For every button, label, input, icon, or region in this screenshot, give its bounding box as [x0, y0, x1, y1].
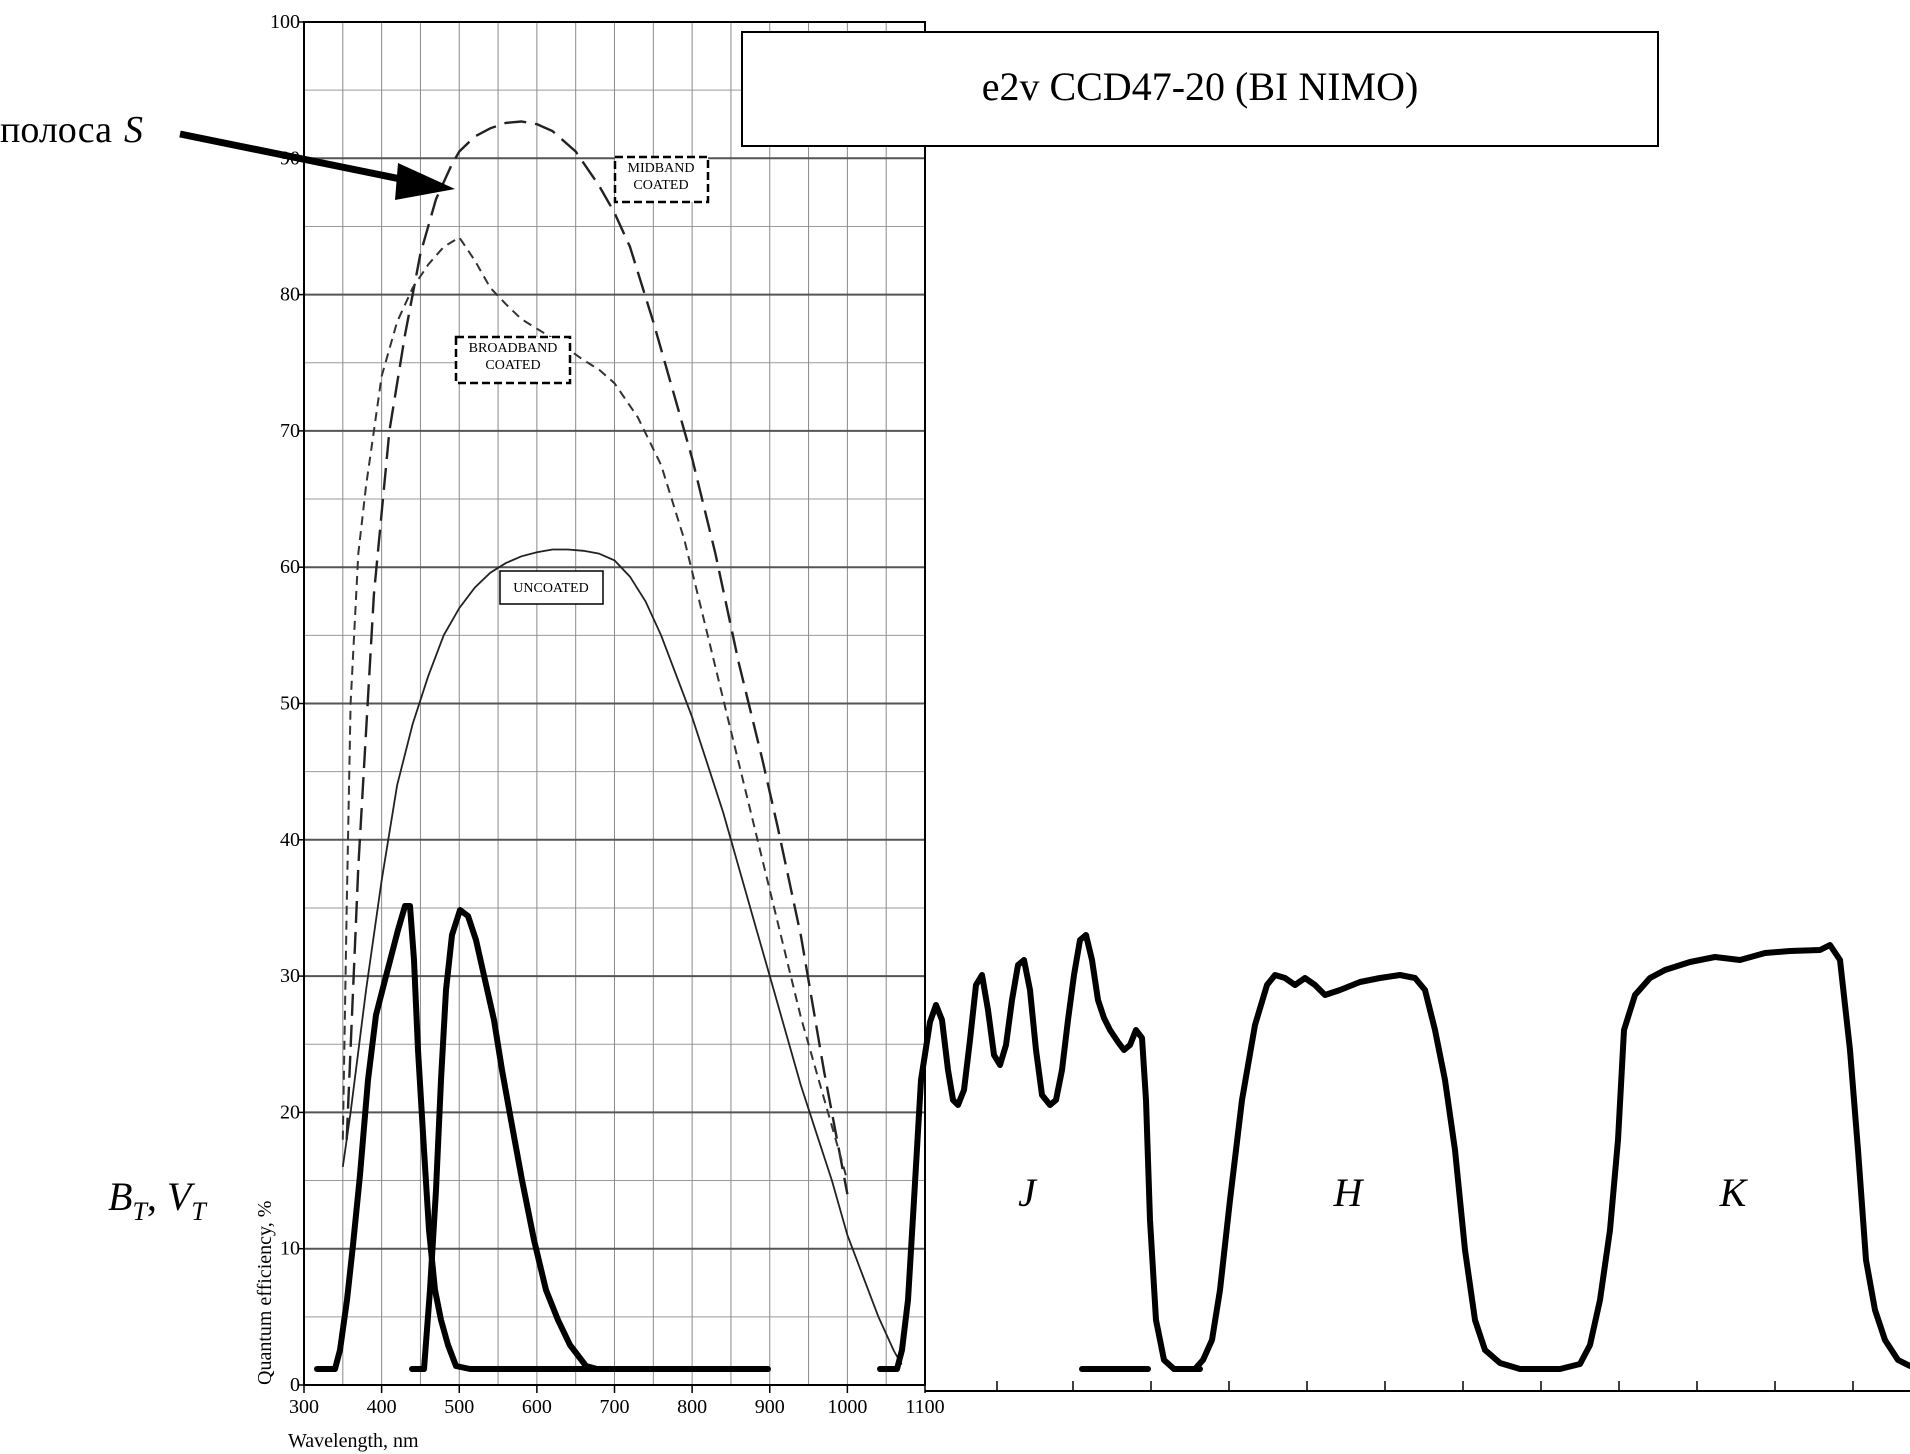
uncoated-label-box	[499, 570, 604, 605]
x-tick-label: 1000	[827, 1396, 867, 1418]
s-band-word: полоса	[0, 109, 112, 151]
x-tick-label: 500	[444, 1396, 474, 1418]
x-tick-label: 900	[755, 1396, 785, 1418]
title-box	[741, 31, 1659, 147]
midband-label: MIDBAND COATED	[628, 161, 695, 193]
y-tick-label: 0	[290, 1374, 300, 1396]
x-tick-label: 700	[600, 1396, 630, 1418]
y-axis-label: Quantum efficiency, %	[254, 1201, 276, 1385]
qe-series	[341, 120, 903, 1366]
y-tick-label: 60	[280, 556, 300, 578]
s-band-letter: S	[124, 109, 143, 151]
band-h-label: H	[1333, 1170, 1365, 1215]
x-tick-label: 300	[289, 1396, 319, 1418]
x-tick-label: 600	[522, 1396, 552, 1418]
s-band-label: полоса S	[0, 109, 143, 151]
series-line-midband-coated	[345, 120, 849, 1195]
v-filter-curve	[409, 907, 600, 1372]
s-band-arrow-shaft	[179, 130, 431, 189]
j-filter-curve	[877, 932, 1203, 1372]
label-line: COATED	[485, 358, 540, 373]
label-line: BROADBAND	[469, 341, 558, 356]
y-tick-label: 100	[270, 11, 300, 33]
band-k-label: K	[1719, 1170, 1749, 1215]
s-band-arrow-head	[395, 163, 455, 200]
y-tick-label: 10	[280, 1238, 300, 1260]
x-axis-label: Wavelength, nm	[288, 1430, 419, 1452]
series-line-broadband-coated	[341, 236, 849, 1181]
x-tick-label: 400	[367, 1396, 397, 1418]
bv-label: BT, VT	[108, 1174, 207, 1226]
uncoated-label: UNCOATED	[513, 581, 588, 596]
band-j-label: J	[1018, 1170, 1038, 1215]
chart-title: e2v CCD47-20 (BI NIMO)	[982, 64, 1419, 109]
y-tick-label: 80	[280, 284, 300, 306]
y-tick-label: 50	[280, 693, 300, 715]
b-filter-curve	[314, 903, 771, 1372]
h-k-filter-curve	[1185, 942, 1910, 1372]
label-line: COATED	[633, 178, 688, 193]
broadband-label: BROADBAND COATED	[469, 341, 558, 373]
x-tick-label: 800	[677, 1396, 707, 1418]
y-tick-label: 20	[280, 1101, 300, 1123]
y-tick-label: 30	[280, 965, 300, 987]
x-tick-label: 1100	[905, 1396, 944, 1418]
y-tick-label: 40	[280, 829, 300, 851]
label-line: MIDBAND	[628, 161, 695, 176]
series-line-uncoated	[341, 548, 903, 1366]
broadband-label-box	[454, 335, 572, 385]
grid	[304, 22, 925, 1385]
midband-label-box	[613, 155, 710, 204]
y-tick-label: 70	[280, 420, 300, 442]
axes: 0102030405060708090100300400500600700800…	[270, 11, 1910, 1418]
filter-curves	[314, 903, 1910, 1372]
